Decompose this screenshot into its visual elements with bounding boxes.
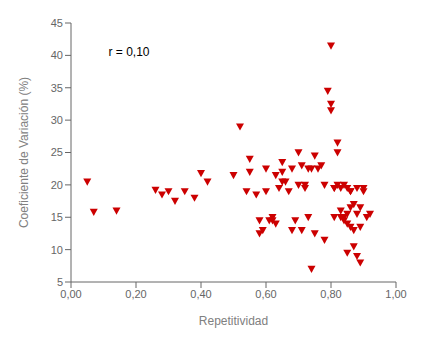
svg-text:5: 5 xyxy=(57,276,63,288)
svg-text:45: 45 xyxy=(51,17,63,29)
svg-text:Repetitividad: Repetitividad xyxy=(199,314,268,328)
svg-text:0,00: 0,00 xyxy=(60,288,81,300)
svg-text:35: 35 xyxy=(51,82,63,94)
svg-text:0,80: 0,80 xyxy=(320,288,341,300)
svg-text:30: 30 xyxy=(51,114,63,126)
svg-text:40: 40 xyxy=(51,49,63,61)
svg-text:0,40: 0,40 xyxy=(190,288,211,300)
svg-text:1,00: 1,00 xyxy=(385,288,406,300)
svg-text:0,60: 0,60 xyxy=(255,288,276,300)
svg-text:10: 10 xyxy=(51,244,63,256)
svg-text:0,20: 0,20 xyxy=(125,288,146,300)
svg-text:Coeficiente de Variación (%): Coeficiente de Variación (%) xyxy=(17,77,31,228)
svg-text:r = 0,10: r = 0,10 xyxy=(109,45,150,59)
svg-text:25: 25 xyxy=(51,146,63,158)
svg-text:20: 20 xyxy=(51,179,63,191)
svg-text:15: 15 xyxy=(51,211,63,223)
